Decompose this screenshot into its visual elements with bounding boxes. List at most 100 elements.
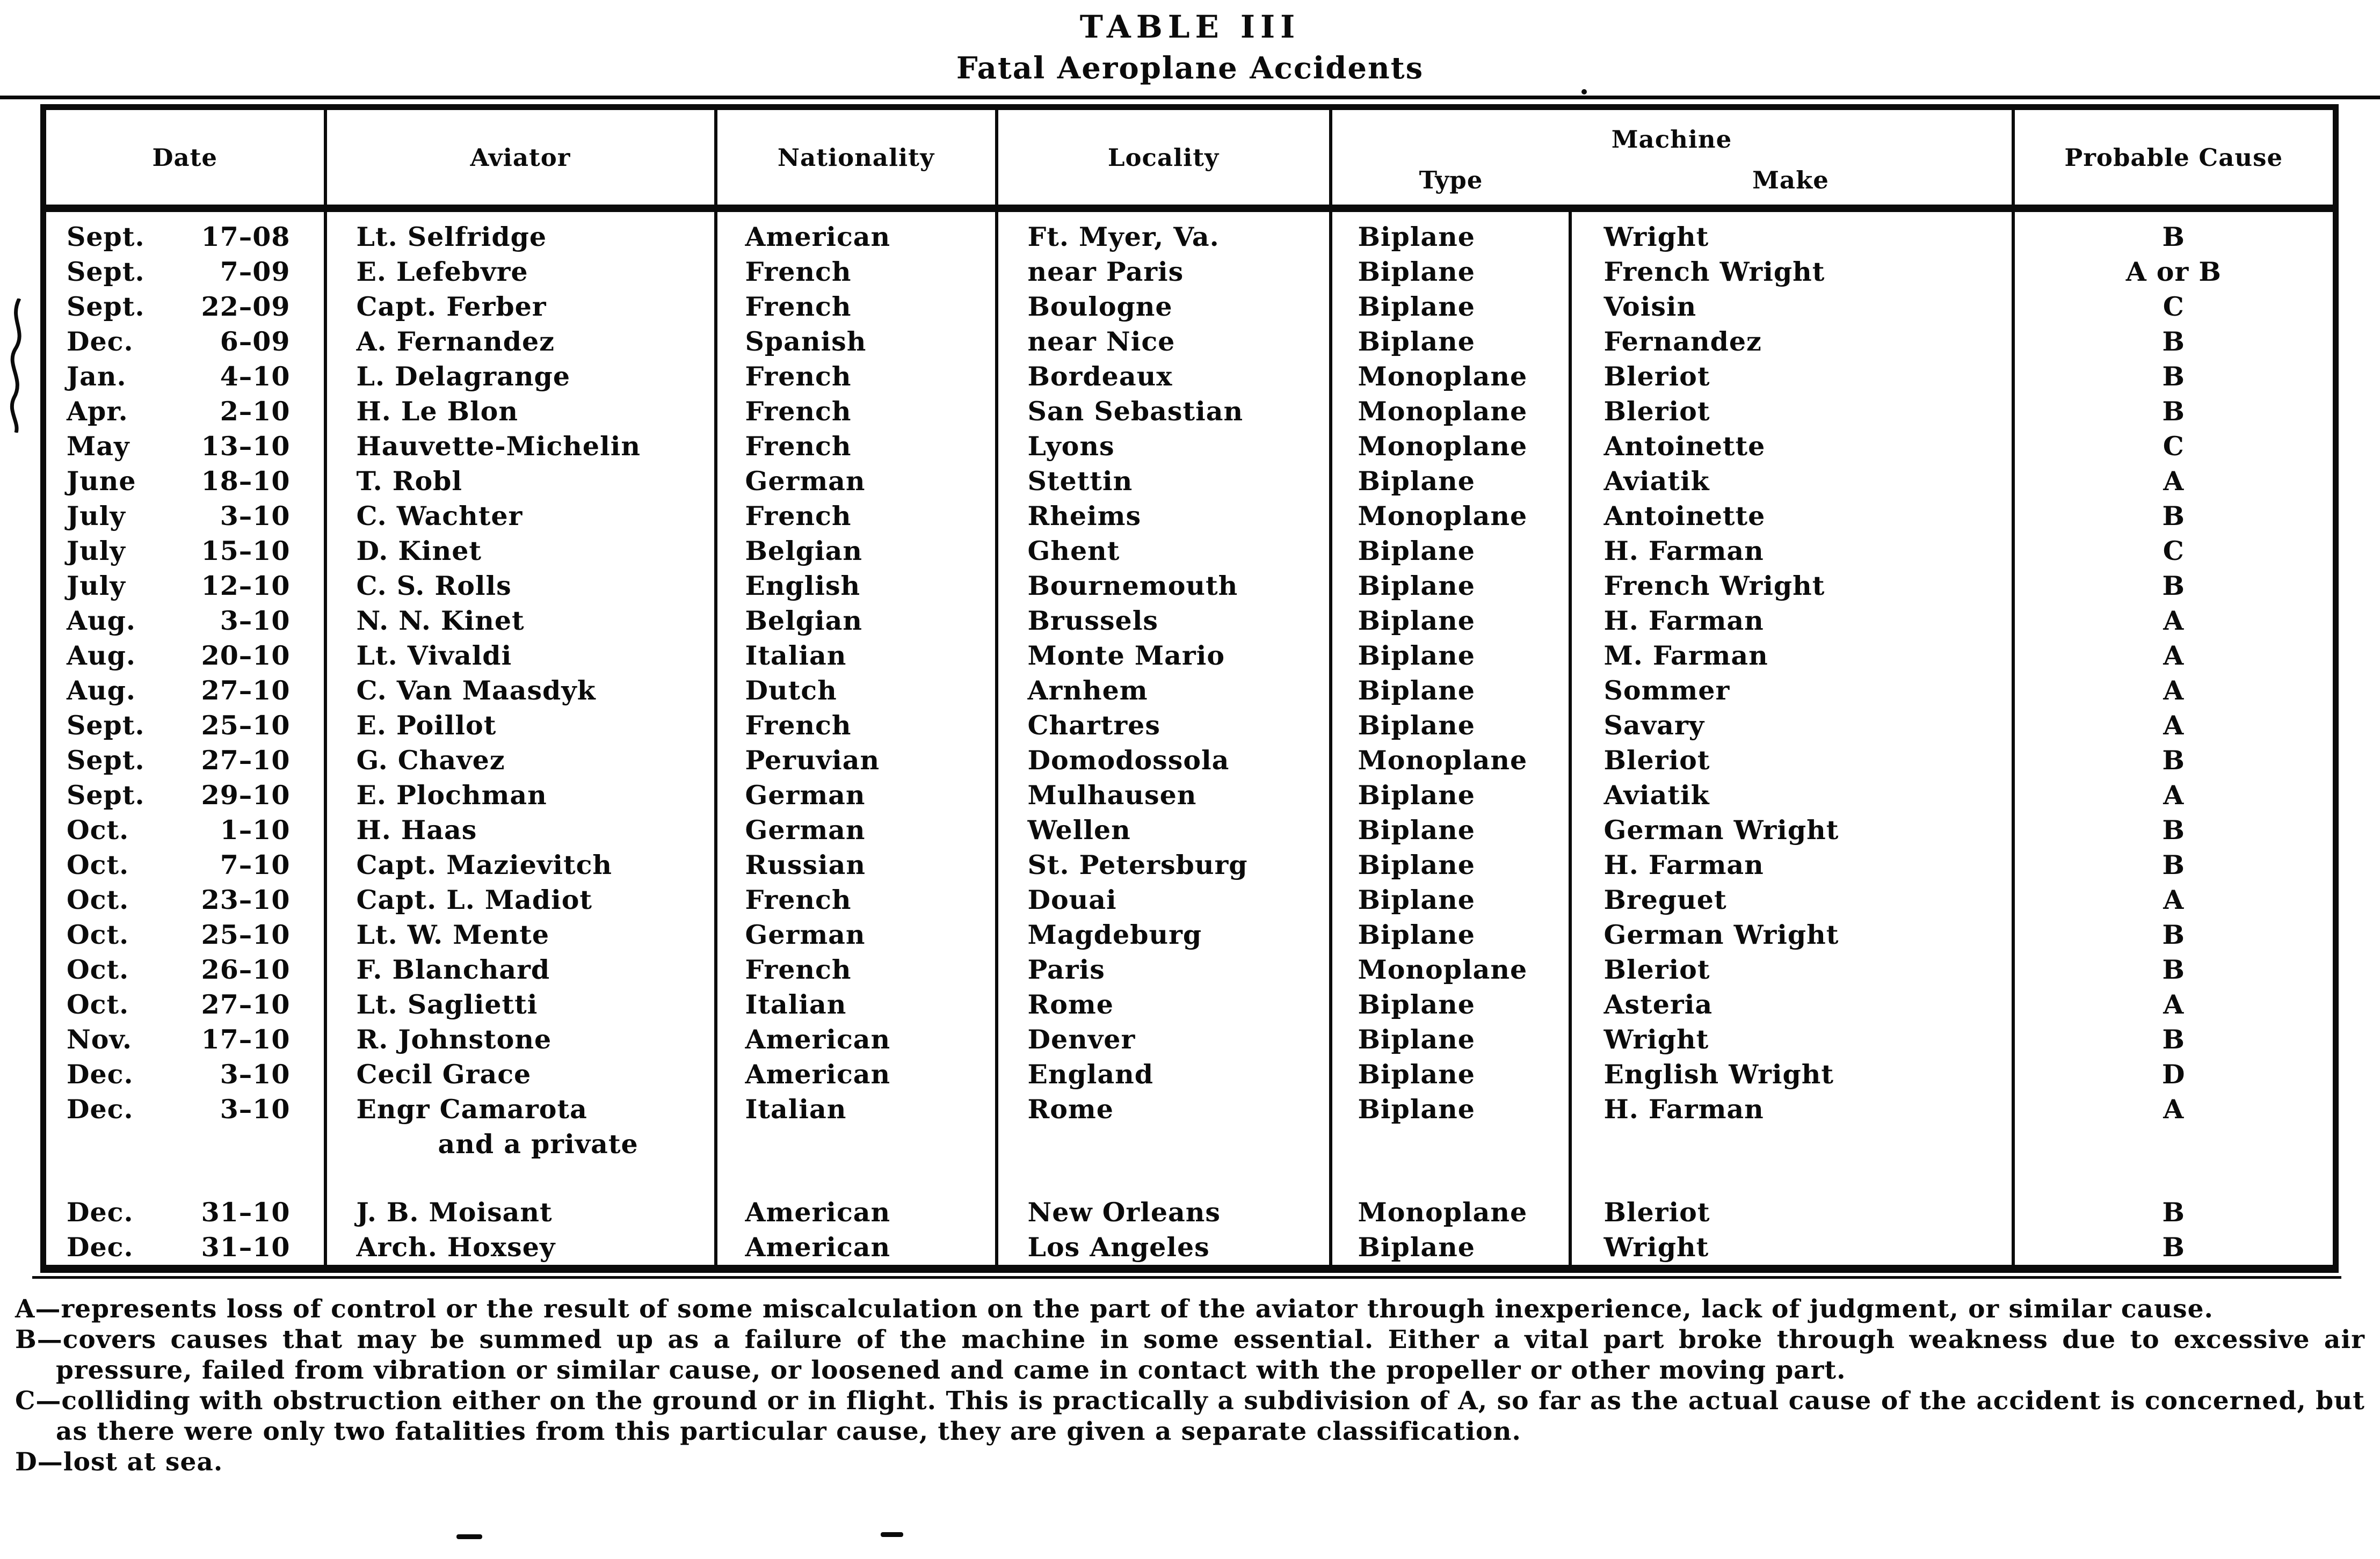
cell-date: Dec. 6–09 <box>43 324 327 359</box>
footnote-b: B—covers causes that may be summed up as… <box>15 1324 2365 1386</box>
page-title: TABLE III <box>1079 9 1301 45</box>
date-day-year: 15–10 <box>201 535 291 566</box>
aviator-name: Lt. Saglietti <box>356 989 538 1020</box>
cell-locality: Ft. Myer, Va. <box>996 208 1332 254</box>
cell-aviator: Lt. Saglietti <box>325 987 717 1022</box>
cell-date: Oct. 26–10 <box>43 952 327 987</box>
date-month: Nov. <box>67 1024 133 1055</box>
cell-nationality: German <box>715 813 998 848</box>
cell-aviator: R. Johnstone <box>325 1022 717 1057</box>
date-day-year: 22–09 <box>201 291 291 322</box>
date-month: Aug. <box>67 675 136 706</box>
cell-aviator: Lt. W. Mente <box>325 917 717 952</box>
cell-nationality: American <box>715 208 998 254</box>
cell-aviator: E. Poillot <box>325 708 717 743</box>
table-header: Date Aviator Nationality Locality Machin… <box>43 107 2336 212</box>
cell-date: Aug. 3–10 <box>43 603 327 638</box>
cell-locality: Stettin <box>996 464 1332 499</box>
table-row: Dec. 31–10 Arch. Hoxsey American Los Angeles… <box>43 1230 2336 1269</box>
cell-nationality: German <box>715 464 998 499</box>
table-row: Sept. 25–10 E. Poillot French Chartres Biplan… <box>43 708 2336 743</box>
cell-type: Biplane <box>1330 603 1572 638</box>
cell-cause: A <box>2163 675 2185 706</box>
cell-type: Biplane <box>1330 1092 1572 1162</box>
cell-make: Wright <box>1570 208 2015 254</box>
cell-date: Apr. 2–10 <box>43 394 327 429</box>
date-month: Apr. <box>67 396 128 427</box>
footnote-b-label: B <box>15 1325 37 1354</box>
cell-aviator: C. Van Maasdyk <box>325 673 717 708</box>
date-day-year: 27–10 <box>201 745 291 776</box>
cell-nationality: French <box>715 952 998 987</box>
cell-locality: Domodossola <box>996 743 1332 778</box>
header-locality: Locality <box>996 107 1332 212</box>
cell-type: Monoplane <box>1330 359 1572 394</box>
cell-aviator: Engr Camarota and a private <box>325 1092 717 1162</box>
cell-locality: England <box>996 1057 1332 1092</box>
cell-make: Antoinette <box>1570 499 2015 534</box>
cell-type: Monoplane <box>1330 499 1572 534</box>
cell-locality: St. Petersburg <box>996 848 1332 883</box>
table-row: Sept. 17–08 Lt. Selfridge American Ft. Myer,… <box>43 208 2336 254</box>
cell-cause: B <box>2162 954 2185 985</box>
table-row: July 3–10 C. Wachter French Rheims Monoplane A… <box>43 499 2336 534</box>
date-month: Oct. <box>67 814 129 846</box>
aviator-name: Capt. Mazievitch <box>356 849 613 880</box>
date-month: Sept. <box>67 291 145 322</box>
cell-date: Dec. 31–10 <box>43 1230 327 1269</box>
cell-type: Biplane <box>1330 289 1572 324</box>
cell-date: Dec. 3–10 <box>43 1057 327 1092</box>
date-day-year: 4–10 <box>220 361 291 392</box>
cell-date: Oct. 27–10 <box>43 987 327 1022</box>
cell-cause: A or B <box>2125 256 2222 287</box>
cell-cause: B <box>2162 814 2185 846</box>
table-row: Sept. 27–10 G. Chavez Peruvian Domodossola Mo… <box>43 743 2336 778</box>
cell-make: Aviatik <box>1570 778 2015 813</box>
cell-type: Biplane <box>1330 208 1572 254</box>
aviator-name: E. Lefebvre <box>356 256 528 287</box>
cell-type: Biplane <box>1330 1057 1572 1092</box>
cell-make: Voisin <box>1570 289 2015 324</box>
aviator-name: D. Kinet <box>356 535 482 566</box>
cell-cause: B <box>2162 361 2185 392</box>
date-month: Oct. <box>67 954 129 985</box>
cell-nationality: German <box>715 917 998 952</box>
cell-locality: Ghent <box>996 534 1332 569</box>
date-month: Sept. <box>67 256 145 287</box>
header-machine-make: Make <box>1570 163 2015 212</box>
date-day-year: 25–10 <box>201 710 291 741</box>
cell-cause: B <box>2162 849 2185 880</box>
cell-nationality: Italian <box>715 987 998 1022</box>
cell-cause: B <box>2162 1197 2185 1228</box>
cell-make: Bleriot <box>1570 1162 2015 1230</box>
date-month: Jan. <box>67 361 127 392</box>
cell-date: Sept. 22–09 <box>43 289 327 324</box>
date-day-year: 17–08 <box>201 221 291 252</box>
cell-locality: Los Angeles <box>996 1230 1332 1269</box>
aviator-name: T. Robl <box>356 465 463 497</box>
cell-date: Sept. 27–10 <box>43 743 327 778</box>
cell-make: Asteria <box>1570 987 2015 1022</box>
date-month: Aug. <box>67 605 136 636</box>
cell-type: Monoplane <box>1330 952 1572 987</box>
aviator-name: R. Johnstone <box>356 1024 552 1055</box>
cell-nationality: Peruvian <box>715 743 998 778</box>
cell-cause: B <box>2162 326 2185 357</box>
table-row: July 12–10 C. S. Rolls English Bournemouth Bi… <box>43 569 2336 603</box>
cell-make: Sommer <box>1570 673 2015 708</box>
cell-aviator: G. Chavez <box>325 743 717 778</box>
cell-make: Savary <box>1570 708 2015 743</box>
date-month: Sept. <box>67 780 145 811</box>
cell-type: Biplane <box>1330 569 1572 603</box>
cell-make: Wright <box>1570 1230 2015 1269</box>
cell-make: Bleriot <box>1570 394 2015 429</box>
cell-locality: Brussels <box>996 603 1332 638</box>
cell-type: Biplane <box>1330 987 1572 1022</box>
date-month: May <box>67 431 130 462</box>
cell-aviator: Capt. Mazievitch <box>325 848 717 883</box>
date-day-year: 3–10 <box>220 500 291 531</box>
cell-aviator: C. Wachter <box>325 499 717 534</box>
cell-cause: B <box>2162 1024 2185 1055</box>
cell-aviator: Lt. Vivaldi <box>325 638 717 673</box>
cell-locality: San Sebastian <box>996 394 1332 429</box>
